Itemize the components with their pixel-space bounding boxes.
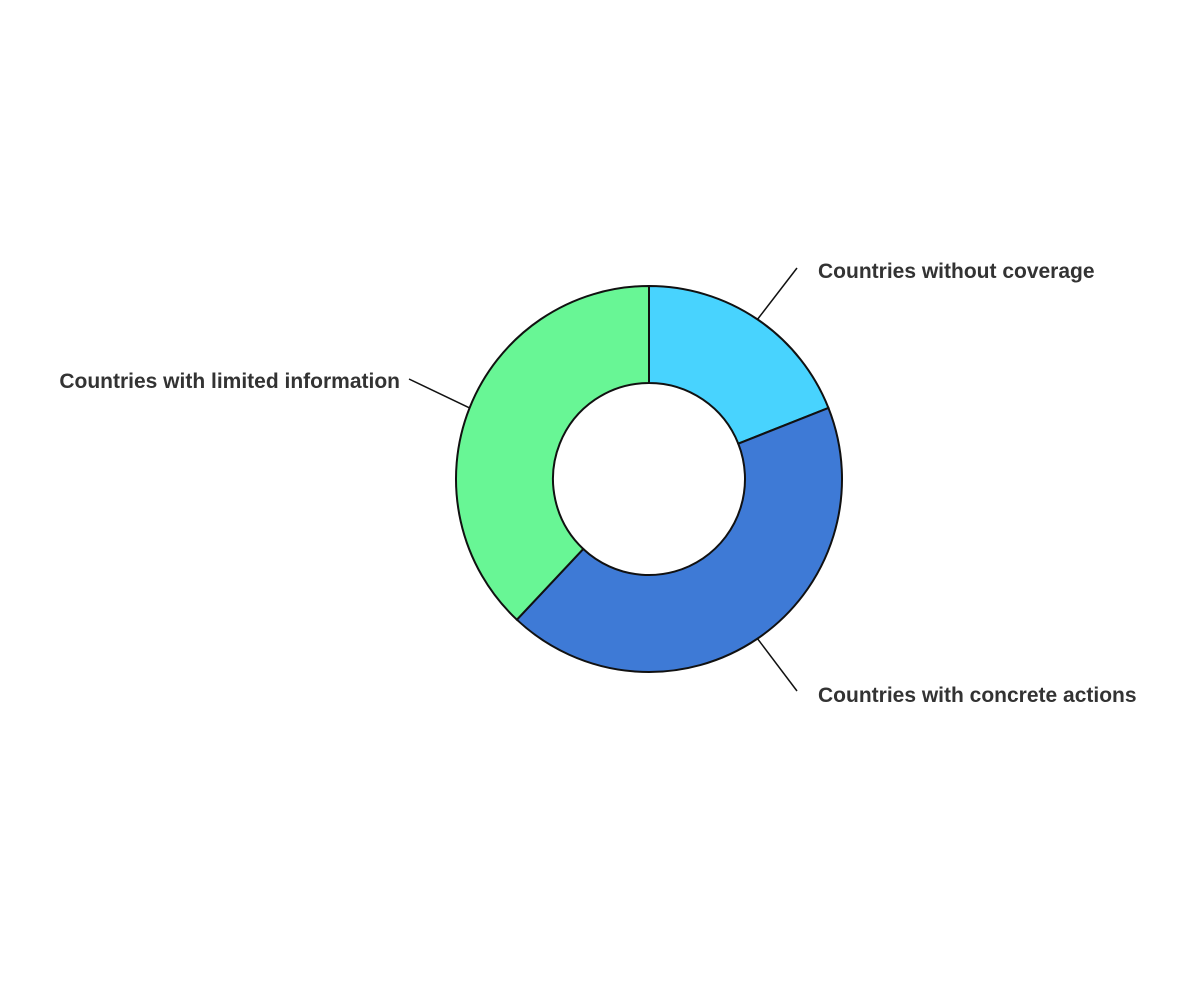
slice-label-1: Countries without coverage — [818, 260, 1095, 283]
donut-slice-2 — [515, 406, 843, 673]
slice-label-3: Countries with limited information — [59, 370, 400, 393]
labels-layer: Countries without coverage Countries with… — [59, 260, 1136, 707]
leader-line-2 — [756, 638, 798, 692]
donut-slice-3 — [455, 284, 650, 622]
slices-layer — [455, 284, 843, 673]
leader-line-3 — [408, 378, 470, 409]
slice-label-2: Countries with concrete actions — [818, 684, 1137, 707]
leader-line-1 — [756, 267, 798, 320]
donut-slice-1 — [648, 284, 830, 445]
